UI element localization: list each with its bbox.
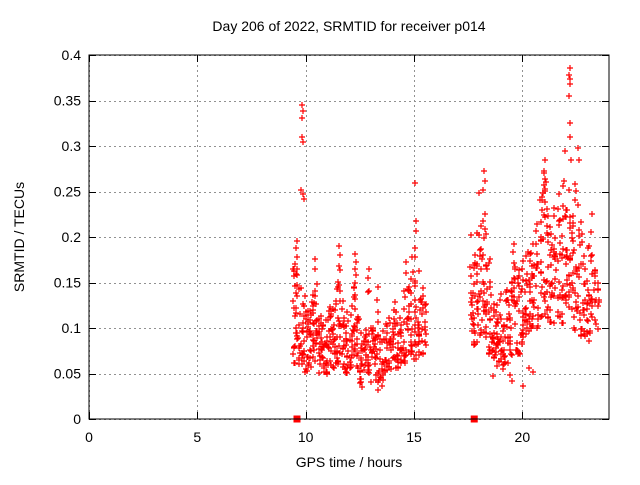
x-tick-labels: 0 5 10 15 20 bbox=[85, 429, 530, 445]
y-tick-label: 0.3 bbox=[62, 138, 82, 154]
y-tick-label: 0 bbox=[73, 411, 81, 427]
x-tick-label: 5 bbox=[193, 429, 201, 445]
y-tick-label: 0.15 bbox=[54, 275, 81, 291]
x-axis-title: GPS time / hours bbox=[296, 454, 403, 470]
chart-title: Day 206 of 2022, SRMTID for receiver p01… bbox=[212, 18, 485, 34]
y-tick-label: 0.35 bbox=[54, 93, 81, 109]
y-tick-label: 0.4 bbox=[62, 47, 82, 63]
x-tick-label: 0 bbox=[85, 429, 93, 445]
scatter-plus-markers bbox=[290, 65, 602, 393]
plot-border bbox=[88, 54, 610, 420]
y-tick-label: 0.25 bbox=[54, 184, 81, 200]
data-points bbox=[290, 65, 602, 393]
x-tick-label: 15 bbox=[406, 429, 422, 445]
y-tick-label: 0.2 bbox=[62, 229, 82, 245]
y-tick-label: 0.05 bbox=[54, 366, 81, 382]
y-tick-labels: 0 0.05 0.1 0.15 0.2 0.25 0.3 0.35 0.4 bbox=[54, 47, 81, 427]
y-axis-title: SRMTID / TECUs bbox=[11, 182, 27, 292]
x-tick-label: 10 bbox=[298, 429, 314, 445]
x-tick-label: 20 bbox=[515, 429, 531, 445]
y-tick-label: 0.1 bbox=[62, 320, 82, 336]
